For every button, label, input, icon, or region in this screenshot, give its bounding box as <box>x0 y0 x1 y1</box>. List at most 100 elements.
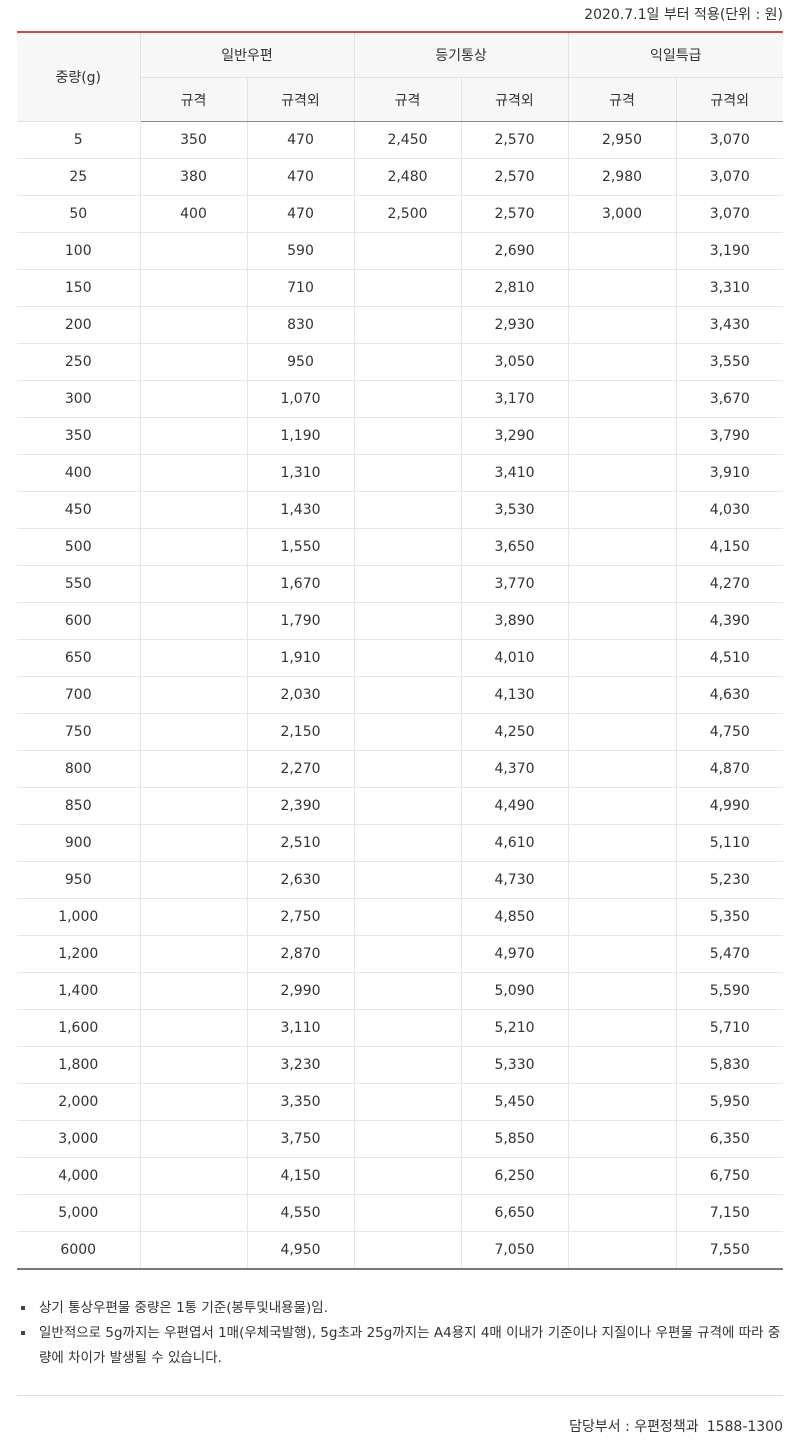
cell-registered-standard <box>353 491 461 529</box>
cell-registered-standard <box>353 269 461 307</box>
cell-express-nonstandard: 3,910 <box>675 454 783 492</box>
cell-express-nonstandard: 4,750 <box>675 713 783 751</box>
cell-regular-nonstandard: 2,390 <box>246 787 354 825</box>
cell-registered-nonstandard: 3,410 <box>460 454 568 492</box>
cell-express-standard <box>567 1046 676 1084</box>
cell-express-standard <box>567 380 676 418</box>
cell-weight: 250 <box>17 343 140 381</box>
cell-registered-standard <box>353 787 461 825</box>
cell-express-standard <box>567 750 676 788</box>
cell-regular-standard <box>139 528 247 566</box>
cell-regular-nonstandard: 830 <box>246 306 354 344</box>
cell-regular-nonstandard: 590 <box>246 232 354 270</box>
cell-express-nonstandard: 3,070 <box>675 121 783 159</box>
cell-registered-nonstandard: 5,330 <box>460 1046 568 1084</box>
cell-express-standard <box>567 491 676 529</box>
cell-weight: 2,000 <box>17 1083 140 1121</box>
cell-registered-nonstandard: 5,090 <box>460 972 568 1010</box>
cell-registered-nonstandard: 4,970 <box>460 935 568 973</box>
cell-weight: 1,000 <box>17 898 140 936</box>
cell-weight: 50 <box>17 195 140 233</box>
cell-express-standard <box>567 602 676 640</box>
cell-regular-nonstandard: 470 <box>246 195 354 233</box>
cell-express-standard <box>567 935 676 973</box>
cell-registered-nonstandard: 6,250 <box>460 1157 568 1195</box>
footer-contact: 담당부서 : 우편정책과 1588-1300 <box>569 1416 783 1436</box>
postage-rate-table: 중량(g) 일반우편 등기통상 익일특급 규격 규격외 규격 규격외 규격 규격… <box>17 31 783 1270</box>
cell-regular-nonstandard: 2,630 <box>246 861 354 899</box>
cell-regular-standard <box>139 269 247 307</box>
cell-regular-nonstandard: 2,750 <box>246 898 354 936</box>
table-row: 1,200 2,870 4,970 5,470 <box>17 935 783 973</box>
cell-express-standard <box>567 713 676 751</box>
cell-express-standard <box>567 417 676 455</box>
cell-express-standard <box>567 232 676 270</box>
header-standard: 규격 <box>567 77 676 122</box>
cell-registered-standard <box>353 306 461 344</box>
cell-regular-standard <box>139 232 247 270</box>
cell-express-nonstandard: 7,150 <box>675 1194 783 1232</box>
cell-registered-nonstandard: 2,570 <box>460 121 568 159</box>
table-row: 500 1,550 3,650 4,150 <box>17 528 783 566</box>
cell-registered-nonstandard: 2,690 <box>460 232 568 270</box>
header-standard: 규격 <box>139 77 247 122</box>
cell-registered-nonstandard: 3,170 <box>460 380 568 418</box>
cell-registered-standard <box>353 1157 461 1195</box>
cell-regular-nonstandard: 1,310 <box>246 454 354 492</box>
cell-weight: 600 <box>17 602 140 640</box>
cell-express-standard <box>567 306 676 344</box>
cell-express-nonstandard: 4,390 <box>675 602 783 640</box>
cell-regular-standard: 380 <box>139 158 247 196</box>
cell-express-standard <box>567 787 676 825</box>
header-group-express: 익일특급 <box>567 32 783 78</box>
cell-weight: 5,000 <box>17 1194 140 1232</box>
cell-regular-standard <box>139 306 247 344</box>
cell-express-standard <box>567 639 676 677</box>
cell-registered-standard <box>353 972 461 1010</box>
cell-express-nonstandard: 4,630 <box>675 676 783 714</box>
cell-regular-nonstandard: 1,070 <box>246 380 354 418</box>
cell-regular-standard <box>139 861 247 899</box>
table-row: 300 1,070 3,170 3,670 <box>17 380 783 418</box>
cell-regular-nonstandard: 1,670 <box>246 565 354 603</box>
cell-regular-standard <box>139 1157 247 1195</box>
cell-registered-standard <box>353 528 461 566</box>
table-row: 25 380 470 2,480 2,570 2,980 3,070 <box>17 158 783 196</box>
table-row: 100 590 2,690 3,190 <box>17 232 783 270</box>
cell-weight: 900 <box>17 824 140 862</box>
cell-regular-standard: 400 <box>139 195 247 233</box>
cell-regular-nonstandard: 4,550 <box>246 1194 354 1232</box>
cell-express-standard <box>567 1194 676 1232</box>
cell-express-nonstandard: 5,110 <box>675 824 783 862</box>
header-group-regular: 일반우편 <box>139 32 354 78</box>
cell-express-nonstandard: 4,870 <box>675 750 783 788</box>
cell-regular-nonstandard: 2,270 <box>246 750 354 788</box>
cell-regular-nonstandard: 1,190 <box>246 417 354 455</box>
table-row: 150 710 2,810 3,310 <box>17 269 783 307</box>
cell-express-standard <box>567 972 676 1010</box>
table-row: 900 2,510 4,610 5,110 <box>17 824 783 862</box>
cell-regular-nonstandard: 1,790 <box>246 602 354 640</box>
table-row: 6000 4,950 7,050 7,550 <box>17 1231 783 1269</box>
table-row: 850 2,390 4,490 4,990 <box>17 787 783 825</box>
cell-express-nonstandard: 3,670 <box>675 380 783 418</box>
cell-weight: 6000 <box>60 1242 97 1258</box>
cell-weight: 800 <box>17 750 140 788</box>
cell-express-standard <box>567 1120 676 1158</box>
cell-registered-nonstandard: 2,810 <box>460 269 568 307</box>
cell-express-nonstandard: 3,430 <box>675 306 783 344</box>
table-row: 750 2,150 4,250 4,750 <box>17 713 783 751</box>
cell-weight: 1,600 <box>17 1009 140 1047</box>
cell-registered-nonstandard: 3,770 <box>460 565 568 603</box>
cell-regular-standard <box>139 676 247 714</box>
cell-weight: 200 <box>17 306 140 344</box>
cell-weight: 150 <box>17 269 140 307</box>
cell-weight: 100 <box>17 232 140 270</box>
cell-regular-nonstandard: 710 <box>246 269 354 307</box>
cell-express-nonstandard: 3,070 <box>675 158 783 196</box>
cell-regular-standard <box>139 824 247 862</box>
cell-express-nonstandard: 5,950 <box>675 1083 783 1121</box>
cell-registered-nonstandard: 4,490 <box>460 787 568 825</box>
header-nonstandard: 규격외 <box>246 77 354 122</box>
cell-weight: 300 <box>17 380 140 418</box>
